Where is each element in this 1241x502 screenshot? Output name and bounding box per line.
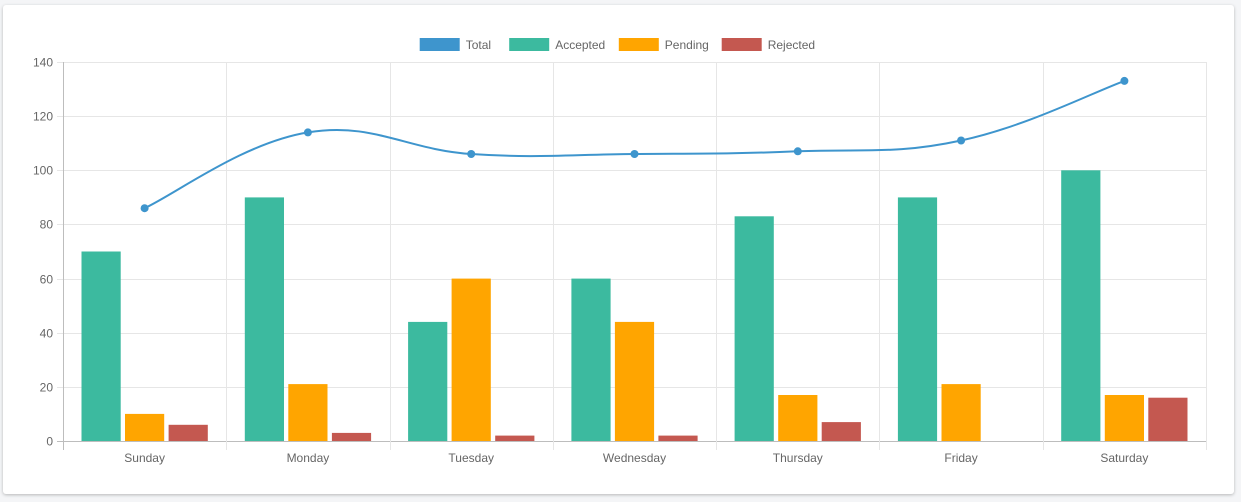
y-tick-label: 120	[33, 110, 53, 124]
y-tick-label: 80	[40, 218, 54, 232]
legend-label: Rejected	[768, 38, 815, 52]
bar-accepted	[81, 251, 121, 441]
bar-rejected	[1148, 397, 1188, 441]
bar-rejected	[658, 435, 698, 441]
legend-item-pending[interactable]: Pending	[618, 38, 709, 52]
x-tick-label: Saturday	[1100, 451, 1148, 465]
point-total[interactable]	[140, 204, 149, 213]
bar-rejected	[168, 424, 208, 441]
y-tick-label: 140	[33, 56, 53, 70]
y-tick-label: 40	[40, 327, 54, 341]
x-tick-label: Sunday	[124, 451, 165, 465]
bar-accepted	[244, 197, 284, 441]
legend-label: Total	[466, 38, 491, 52]
x-tick-label: Monday	[287, 451, 330, 465]
bar-rejected	[331, 432, 372, 441]
x-tick-label: Thursday	[773, 451, 823, 465]
legend-swatch	[618, 38, 659, 51]
bar-pending	[125, 413, 165, 441]
bar-accepted	[571, 278, 611, 441]
point-total[interactable]	[630, 150, 639, 158]
bar-pending	[288, 384, 328, 441]
legend-swatch	[509, 38, 550, 51]
bar-accepted	[897, 197, 938, 441]
y-tick-label: 100	[33, 164, 53, 178]
legend-item-accepted[interactable]: Accepted	[509, 38, 605, 52]
point-total[interactable]	[467, 150, 476, 158]
point-total[interactable]	[793, 147, 802, 156]
legend-swatch	[721, 38, 762, 51]
legend-label: Pending	[665, 38, 709, 52]
point-total[interactable]	[957, 136, 966, 145]
bar-rejected	[495, 435, 535, 441]
line-total	[144, 79, 1125, 210]
point-total[interactable]	[1120, 76, 1129, 85]
point-total[interactable]	[303, 128, 312, 137]
x-tick-label: Friday	[944, 451, 977, 465]
x-tick-label: Wednesday	[603, 451, 666, 465]
bar-pending	[1104, 395, 1144, 441]
y-tick-label: 20	[40, 381, 54, 395]
bar-series	[81, 170, 1188, 442]
chart-legend[interactable]: Total Accepted Pending Rejected	[419, 38, 815, 52]
bar-pending	[614, 321, 655, 441]
bar-accepted	[408, 321, 448, 441]
legend-item-total[interactable]: Total	[419, 38, 491, 52]
bar-pending	[451, 278, 491, 441]
legend-item-rejected[interactable]: Rejected	[721, 38, 815, 52]
legend-label: Accepted	[555, 38, 605, 52]
bar-rejected	[821, 422, 861, 441]
x-tick-label: Tuesday	[448, 451, 494, 465]
legend-swatch	[419, 38, 460, 51]
bar-pending	[778, 395, 818, 441]
bar-pending	[941, 384, 981, 441]
y-tick-label: 60	[40, 273, 54, 287]
line-series	[140, 76, 1129, 213]
axes: 0 20 40 60 80 100 120 140 Sunday Monday Tuesday Wed…	[33, 56, 1148, 466]
bar-accepted	[734, 216, 774, 441]
bar-accepted	[1061, 170, 1101, 442]
y-tick-label: 0	[46, 435, 53, 449]
